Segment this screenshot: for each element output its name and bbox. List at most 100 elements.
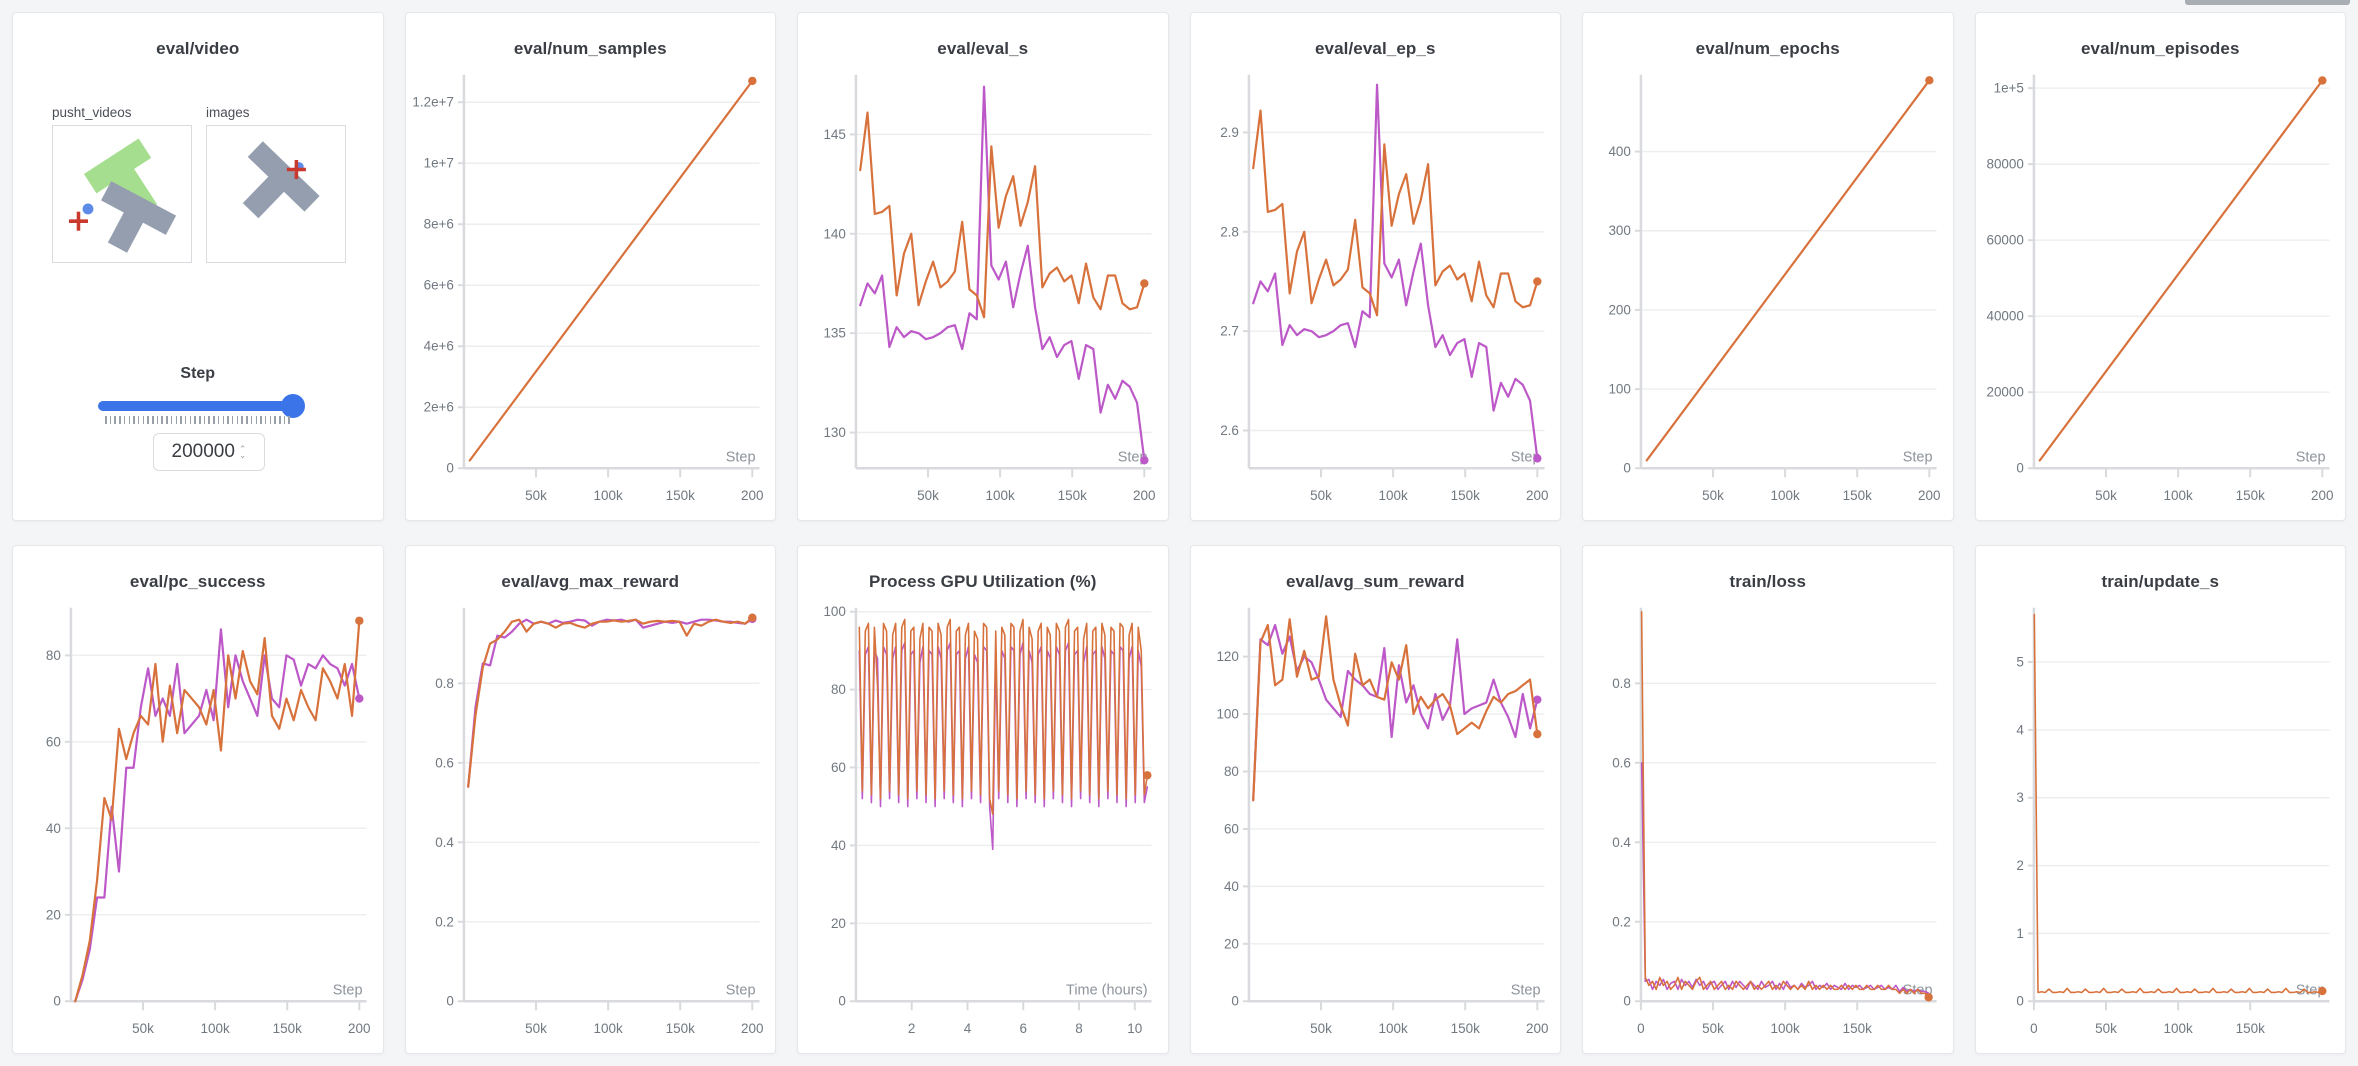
panel-eval-num-samples[interactable]: eval/num_samples 0 2e+6 4e+6 6e+6 8e+6 1e+7 1.… [404, 12, 776, 521]
step-number-input[interactable]: 200000 ⌃ ⌄ [153, 433, 265, 471]
svg-text:50k: 50k [2095, 1021, 2117, 1036]
panel-eval-eval-ep-s[interactable]: eval/eval_ep_s 2.6 2.7 2.8 2.9 50k 100k 150k 20… [1189, 12, 1561, 521]
chart-canvas[interactable]: 0 20 40 60 80 100 120 50k 100k 150k 200 Step [1191, 598, 1561, 1051]
svg-text:150k: 150k [1450, 1021, 1479, 1036]
step-slider[interactable] [98, 394, 305, 418]
chart-canvas[interactable]: 130 135 140 145 50k 100k 150k 200 Step [798, 65, 1168, 518]
svg-text:50k: 50k [1702, 488, 1724, 503]
chart-canvas[interactable]: 0 0.2 0.4 0.6 0.8 50k 100k 150k 200 Step [406, 598, 776, 1051]
svg-text:50k: 50k [132, 1021, 154, 1036]
svg-text:2.6: 2.6 [1220, 423, 1239, 438]
panel-process-gpu-utilization[interactable]: Process GPU Utilization (%) 0 20 40 60 80 100… [797, 545, 1169, 1054]
svg-text:0.6: 0.6 [435, 755, 454, 770]
svg-text:150k: 150k [1843, 488, 1872, 503]
step-slider-thumb[interactable] [281, 394, 305, 418]
chart-canvas[interactable]: 0 20000 40000 60000 80000 1e+5 50k 100k 150k 200 S… [1976, 65, 2346, 518]
chart-canvas[interactable]: 2.6 2.7 2.8 2.9 50k 100k 150k 200 Step [1191, 65, 1561, 518]
svg-text:200: 200 [1608, 302, 1630, 317]
svg-text:0.8: 0.8 [435, 676, 454, 691]
panel-title: eval/eval_ep_s [1315, 39, 1436, 58]
svg-text:40: 40 [46, 821, 61, 836]
svg-text:0.4: 0.4 [435, 835, 454, 850]
chart-canvas[interactable]: 0 100 200 300 400 50k 100k 150k 200 Step [1583, 65, 1953, 518]
svg-text:3: 3 [2016, 790, 2024, 805]
images-thumbnail[interactable] [206, 125, 346, 263]
chart-canvas[interactable]: 0 0.2 0.4 0.6 0.8 0 50k 100k 150k Step [1583, 598, 1953, 1051]
svg-text:200: 200 [1526, 1021, 1548, 1036]
svg-text:Step: Step [1510, 449, 1540, 465]
panel-train-update-s[interactable]: train/update_s 0 1 2 3 4 5 0 50k 100k 150k Step [1974, 545, 2346, 1054]
step-slider-label: Step [180, 365, 216, 382]
svg-text:100: 100 [823, 604, 845, 619]
svg-text:50k: 50k [1310, 488, 1332, 503]
svg-text:50k: 50k [525, 1021, 547, 1036]
panel-eval-avg-max-reward[interactable]: eval/avg_max_reward 0 0.2 0.4 0.6 0.8 50k 100k… [404, 545, 776, 1054]
svg-text:0: 0 [1623, 994, 1631, 1009]
svg-text:40000: 40000 [1986, 309, 2023, 324]
svg-text:2.8: 2.8 [1220, 224, 1239, 239]
svg-text:20: 20 [46, 907, 61, 922]
panel-eval-num-epochs[interactable]: eval/num_epochs 0 100 200 300 400 50k 100k 150k… [1582, 12, 1954, 521]
pusht-scene-render [68, 138, 177, 253]
chart-canvas[interactable]: 0 20 40 60 80 100 2 4 6 8 10 Time (hours) [798, 598, 1168, 1051]
svg-text:2: 2 [2016, 858, 2024, 873]
svg-text:1.2e+7: 1.2e+7 [412, 95, 454, 110]
svg-text:100k: 100k [2163, 488, 2192, 503]
svg-text:150k: 150k [2235, 488, 2264, 503]
svg-text:0: 0 [446, 461, 454, 476]
step-slider-ticks [105, 416, 290, 424]
svg-text:0: 0 [838, 994, 846, 1009]
step-value: 200000 [171, 441, 235, 462]
svg-text:140: 140 [823, 226, 845, 241]
svg-text:0: 0 [2030, 1021, 2038, 1036]
svg-text:8: 8 [1075, 1021, 1083, 1036]
svg-text:100k: 100k [593, 488, 622, 503]
chevron-up-icon[interactable]: ⌃ [238, 444, 247, 454]
svg-text:150k: 150k [2235, 1021, 2264, 1036]
chevron-down-icon[interactable]: ⌄ [238, 450, 247, 460]
svg-text:200: 200 [1918, 488, 1940, 503]
svg-text:Step: Step [725, 449, 755, 465]
horizontal-scrollbar-thumb[interactable] [2185, 0, 2350, 5]
svg-text:0.2: 0.2 [1612, 914, 1631, 929]
svg-text:200: 200 [1526, 488, 1548, 503]
svg-text:300: 300 [1608, 223, 1630, 238]
svg-text:100k: 100k [201, 1021, 230, 1036]
svg-text:100k: 100k [1771, 1021, 1800, 1036]
svg-text:4e+6: 4e+6 [423, 339, 453, 354]
svg-text:50k: 50k [525, 488, 547, 503]
svg-text:150k: 150k [1058, 488, 1087, 503]
panel-title: eval/avg_max_reward [501, 572, 680, 591]
svg-text:0: 0 [2016, 994, 2024, 1009]
svg-text:Step: Step [1510, 982, 1540, 998]
panel-eval-pc-success[interactable]: eval/pc_success 0 20 40 60 80 50k 100k 150k 200 S… [12, 545, 384, 1054]
svg-text:50k: 50k [1310, 1021, 1332, 1036]
svg-text:20: 20 [831, 916, 846, 931]
panel-eval-num-episodes[interactable]: eval/num_episodes 0 20000 40000 60000 80000 1… [1974, 12, 2346, 521]
panel-title: eval/pc_success [129, 572, 266, 591]
stepper-arrows[interactable]: ⌃ ⌄ [238, 444, 247, 460]
svg-text:2e+6: 2e+6 [423, 400, 453, 415]
panel-eval-video: eval/video pusht_videos images [12, 12, 384, 521]
svg-text:1e+7: 1e+7 [423, 156, 453, 171]
svg-text:80: 80 [831, 682, 846, 697]
svg-text:60: 60 [1223, 821, 1238, 836]
chart-canvas[interactable]: 0 2e+6 4e+6 6e+6 8e+6 1e+7 1.2e+7 50k 100k 150k 20… [406, 65, 776, 518]
svg-text:100k: 100k [1378, 488, 1407, 503]
chart-canvas[interactable]: 0 1 2 3 4 5 0 50k 100k 150k Step [1976, 598, 2346, 1051]
panel-eval-eval-s[interactable]: eval/eval_s 130 135 140 145 50k 100k 150k 200 St… [797, 12, 1169, 521]
svg-text:Time (hours): Time (hours) [1066, 982, 1147, 998]
panel-title: eval/eval_s [937, 39, 1029, 58]
svg-text:0.6: 0.6 [1612, 755, 1631, 770]
pusht-video-thumbnail[interactable] [52, 125, 192, 263]
panel-train-loss[interactable]: train/loss 0 0.2 0.4 0.6 0.8 0 50k 100k 150k Step [1582, 545, 1954, 1054]
panel-eval-avg-sum-reward[interactable]: eval/avg_sum_reward 0 20 40 60 80 100 120 50k 10… [1189, 545, 1561, 1054]
panel-title: eval/avg_sum_reward [1285, 572, 1465, 591]
panel-title: eval/num_episodes [2080, 39, 2240, 58]
svg-text:130: 130 [823, 425, 845, 440]
chart-canvas[interactable]: 0 20 40 60 80 50k 100k 150k 200 Step [13, 598, 383, 1051]
media-label-images: images [206, 105, 250, 120]
svg-text:0: 0 [1637, 1021, 1645, 1036]
panel-title: train/loss [1729, 572, 1807, 591]
